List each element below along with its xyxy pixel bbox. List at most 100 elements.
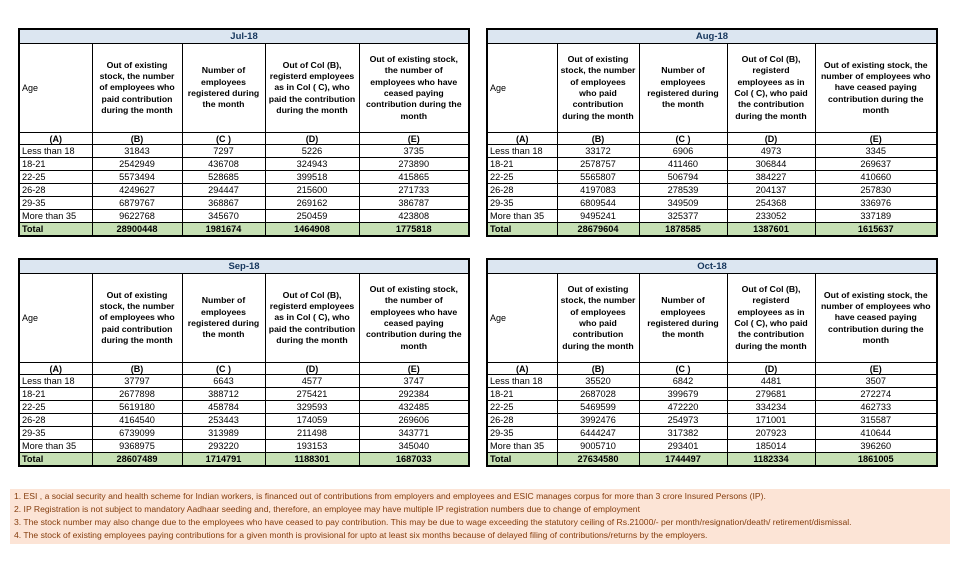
total-value-cell: 28900448 bbox=[91, 222, 183, 237]
tables-grid: Jul-18 Age Out of existing stock, the numb… bbox=[18, 28, 939, 467]
table-row: 29-35 6809544 349509 254368 336976 bbox=[486, 196, 938, 210]
age-cell: Less than 18 bbox=[18, 144, 93, 158]
value-cell: 293401 bbox=[638, 439, 728, 453]
value-cell: 399518 bbox=[264, 170, 360, 184]
value-cell: 313989 bbox=[181, 426, 266, 440]
value-cell: 233052 bbox=[726, 209, 816, 223]
value-cell: 193153 bbox=[264, 439, 360, 453]
value-cell: 343771 bbox=[358, 426, 470, 440]
total-value-cell: 27634580 bbox=[556, 452, 640, 467]
total-value-cell: 1981674 bbox=[181, 222, 266, 237]
value-cell: 436708 bbox=[181, 157, 266, 171]
table-row: 18-21 2677898 388712 275421 292384 bbox=[18, 387, 470, 401]
value-cell: 5226 bbox=[264, 144, 360, 158]
value-cell: 2542949 bbox=[91, 157, 183, 171]
total-value-cell: 1687033 bbox=[358, 452, 470, 467]
value-cell: 388712 bbox=[181, 387, 266, 401]
value-cell: 349509 bbox=[638, 196, 728, 210]
footnote-line: 2. IP Registration is not subject to man… bbox=[14, 504, 640, 514]
value-cell: 254973 bbox=[638, 413, 728, 427]
value-cell: 6906 bbox=[638, 144, 728, 158]
value-cell: 345040 bbox=[358, 439, 470, 453]
value-cell: 4973 bbox=[726, 144, 816, 158]
value-cell: 3735 bbox=[358, 144, 470, 158]
value-cell: 3507 bbox=[814, 374, 938, 388]
footnote-line: 4. The stock of existing employees payin… bbox=[14, 530, 708, 540]
value-cell: 325377 bbox=[638, 209, 728, 223]
table-row: 22-25 5573494 528685 399518 415865 bbox=[18, 170, 470, 184]
value-cell: 37797 bbox=[91, 374, 183, 388]
table-row: 18-21 2687028 399679 279681 272274 bbox=[486, 387, 938, 401]
value-cell: 458784 bbox=[181, 400, 266, 414]
value-cell: 423808 bbox=[358, 209, 470, 223]
age-cell: Less than 18 bbox=[18, 374, 93, 388]
column-header: Number of employees registered during th… bbox=[181, 43, 266, 133]
value-cell: 7297 bbox=[181, 144, 266, 158]
age-cell: 18-21 bbox=[486, 157, 558, 171]
age-cell: 26-28 bbox=[18, 413, 93, 427]
month-title: Sep-18 bbox=[18, 258, 470, 274]
age-cell: 26-28 bbox=[486, 183, 558, 197]
age-cell: 29-35 bbox=[486, 196, 558, 210]
footnotes: 1. ESI , a social security and health sc… bbox=[10, 489, 950, 544]
column-header: Number of employees registered during th… bbox=[181, 273, 266, 363]
total-value-cell: 1615637 bbox=[814, 222, 938, 237]
value-cell: 2578757 bbox=[556, 157, 640, 171]
table-row: Less than 18 37797 6643 4577 3747 bbox=[18, 374, 470, 388]
value-cell: 410660 bbox=[814, 170, 938, 184]
value-cell: 185014 bbox=[726, 439, 816, 453]
total-value-cell: 1464908 bbox=[264, 222, 360, 237]
value-cell: 5565807 bbox=[556, 170, 640, 184]
age-cell: 29-35 bbox=[18, 196, 93, 210]
value-cell: 315587 bbox=[814, 413, 938, 427]
total-value-cell: 1182334 bbox=[726, 452, 816, 467]
table-row: Less than 18 31843 7297 5226 3735 bbox=[18, 144, 470, 158]
column-header: Out of existing stock, the number of emp… bbox=[91, 43, 183, 133]
column-letter: (D) bbox=[264, 132, 360, 145]
column-header: Out of Col (B), registerd employees as i… bbox=[726, 273, 816, 363]
value-cell: 3747 bbox=[358, 374, 470, 388]
value-cell: 35520 bbox=[556, 374, 640, 388]
column-header: Out of existing stock, the number of emp… bbox=[358, 43, 470, 133]
value-cell: 6879767 bbox=[91, 196, 183, 210]
column-letter: (C ) bbox=[181, 362, 266, 375]
table-row: More than 35 9005710 293401 185014 396260 bbox=[486, 439, 938, 453]
age-column-header: Age bbox=[18, 273, 93, 363]
value-cell: 171001 bbox=[726, 413, 816, 427]
value-cell: 345670 bbox=[181, 209, 266, 223]
value-cell: 2677898 bbox=[91, 387, 183, 401]
value-cell: 269637 bbox=[814, 157, 938, 171]
total-label: Total bbox=[18, 452, 93, 467]
value-cell: 269162 bbox=[264, 196, 360, 210]
column-header: Out of existing stock, the number of emp… bbox=[91, 273, 183, 363]
value-cell: 528685 bbox=[181, 170, 266, 184]
table-row: More than 35 9368975 293220 193153 345040 bbox=[18, 439, 470, 453]
value-cell: 5573494 bbox=[91, 170, 183, 184]
value-cell: 293220 bbox=[181, 439, 266, 453]
value-cell: 329593 bbox=[264, 400, 360, 414]
value-cell: 9005710 bbox=[556, 439, 640, 453]
table-row: 26-28 4249627 294447 215600 271733 bbox=[18, 183, 470, 197]
age-cell: 22-25 bbox=[18, 170, 93, 184]
age-cell: More than 35 bbox=[486, 439, 558, 453]
table-row: Less than 18 35520 6842 4481 3507 bbox=[486, 374, 938, 388]
value-cell: 337189 bbox=[814, 209, 938, 223]
age-column-header: Age bbox=[486, 43, 558, 133]
table-row: 26-28 4164540 253443 174059 269606 bbox=[18, 413, 470, 427]
age-cell: 29-35 bbox=[18, 426, 93, 440]
value-cell: 273890 bbox=[358, 157, 470, 171]
table-row: 18-21 2542949 436708 324943 273890 bbox=[18, 157, 470, 171]
footnote-line: 3. The stock number may also change due … bbox=[14, 517, 852, 527]
table-row: Less than 18 33172 6906 4973 3345 bbox=[486, 144, 938, 158]
column-letter: (E) bbox=[358, 362, 470, 375]
total-value-cell: 28607489 bbox=[91, 452, 183, 467]
value-cell: 334234 bbox=[726, 400, 816, 414]
value-cell: 3992476 bbox=[556, 413, 640, 427]
total-row: Total 28900448 1981674 1464908 1775818 bbox=[18, 222, 470, 237]
column-header: Out of Col (B), registerd employees as i… bbox=[726, 43, 816, 133]
column-letter: (A) bbox=[486, 132, 558, 145]
table-row: More than 35 9622768 345670 250459 423808 bbox=[18, 209, 470, 223]
column-letter: (C ) bbox=[638, 132, 728, 145]
age-cell: More than 35 bbox=[486, 209, 558, 223]
